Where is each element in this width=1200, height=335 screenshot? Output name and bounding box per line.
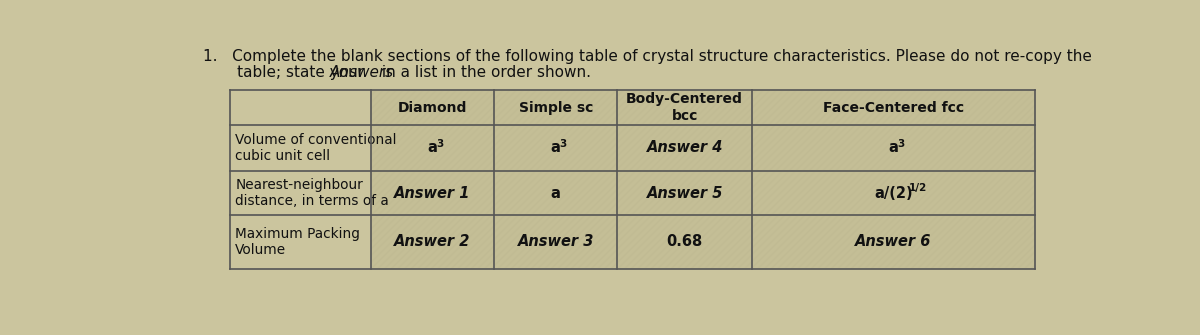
Text: Simple sc: Simple sc bbox=[518, 100, 593, 115]
Bar bbox=[230, 125, 371, 171]
Bar bbox=[752, 90, 1034, 125]
Text: Answer 4: Answer 4 bbox=[647, 140, 722, 155]
Bar bbox=[752, 215, 1034, 269]
Bar bbox=[752, 125, 1034, 171]
Bar bbox=[752, 171, 1034, 215]
Bar bbox=[752, 215, 1034, 269]
Text: Answer 1: Answer 1 bbox=[395, 186, 470, 201]
Bar bbox=[752, 125, 1034, 171]
Text: Diamond: Diamond bbox=[398, 100, 467, 115]
Bar bbox=[494, 125, 617, 171]
Bar bbox=[617, 90, 752, 125]
Text: Nearest-neighbour
distance, in terms of a: Nearest-neighbour distance, in terms of … bbox=[235, 178, 389, 208]
Bar bbox=[494, 90, 617, 125]
Bar bbox=[371, 171, 494, 215]
Bar bbox=[494, 215, 617, 269]
Bar bbox=[371, 215, 494, 269]
Bar bbox=[752, 90, 1034, 125]
Text: Answer 3: Answer 3 bbox=[517, 234, 594, 250]
Bar bbox=[230, 215, 371, 269]
Text: Answer 2: Answer 2 bbox=[395, 234, 470, 250]
Text: a: a bbox=[888, 140, 899, 155]
Text: a: a bbox=[551, 186, 560, 201]
Text: 3: 3 bbox=[898, 139, 905, 149]
Text: 3: 3 bbox=[559, 139, 566, 149]
Text: 3: 3 bbox=[437, 139, 444, 149]
Text: Maximum Packing
Volume: Maximum Packing Volume bbox=[235, 227, 360, 257]
Bar bbox=[371, 90, 494, 125]
Bar bbox=[617, 90, 752, 125]
Bar bbox=[752, 171, 1034, 215]
Text: in a list in the order shown.: in a list in the order shown. bbox=[377, 65, 592, 80]
Text: Answer 6: Answer 6 bbox=[856, 234, 931, 250]
Bar bbox=[371, 125, 494, 171]
Text: 0.68: 0.68 bbox=[666, 234, 703, 250]
Bar bbox=[494, 215, 617, 269]
Bar bbox=[494, 90, 617, 125]
Text: Answer 5: Answer 5 bbox=[647, 186, 722, 201]
Text: 1.   Complete the blank sections of the following table of crystal structure cha: 1. Complete the blank sections of the fo… bbox=[203, 50, 1092, 64]
Bar bbox=[371, 171, 494, 215]
Bar bbox=[371, 215, 494, 269]
Bar bbox=[617, 171, 752, 215]
Text: Volume of conventional
cubic unit cell: Volume of conventional cubic unit cell bbox=[235, 133, 397, 163]
Bar bbox=[617, 215, 752, 269]
Bar bbox=[230, 90, 371, 125]
Bar bbox=[494, 125, 617, 171]
Bar bbox=[494, 171, 617, 215]
Bar bbox=[617, 125, 752, 171]
Text: Body-Centered
bcc: Body-Centered bcc bbox=[626, 92, 743, 123]
Text: Answers: Answers bbox=[330, 65, 395, 80]
Bar bbox=[617, 125, 752, 171]
Bar bbox=[371, 125, 494, 171]
Text: Face-Centered fcc: Face-Centered fcc bbox=[823, 100, 964, 115]
Text: 1/2: 1/2 bbox=[908, 184, 928, 193]
Bar bbox=[617, 171, 752, 215]
Bar bbox=[494, 171, 617, 215]
Text: a: a bbox=[427, 140, 438, 155]
Bar bbox=[371, 90, 494, 125]
Text: table; state your: table; state your bbox=[203, 65, 370, 80]
Bar bbox=[617, 215, 752, 269]
Text: a: a bbox=[551, 140, 560, 155]
Text: a/(2): a/(2) bbox=[874, 186, 913, 201]
Bar bbox=[230, 171, 371, 215]
